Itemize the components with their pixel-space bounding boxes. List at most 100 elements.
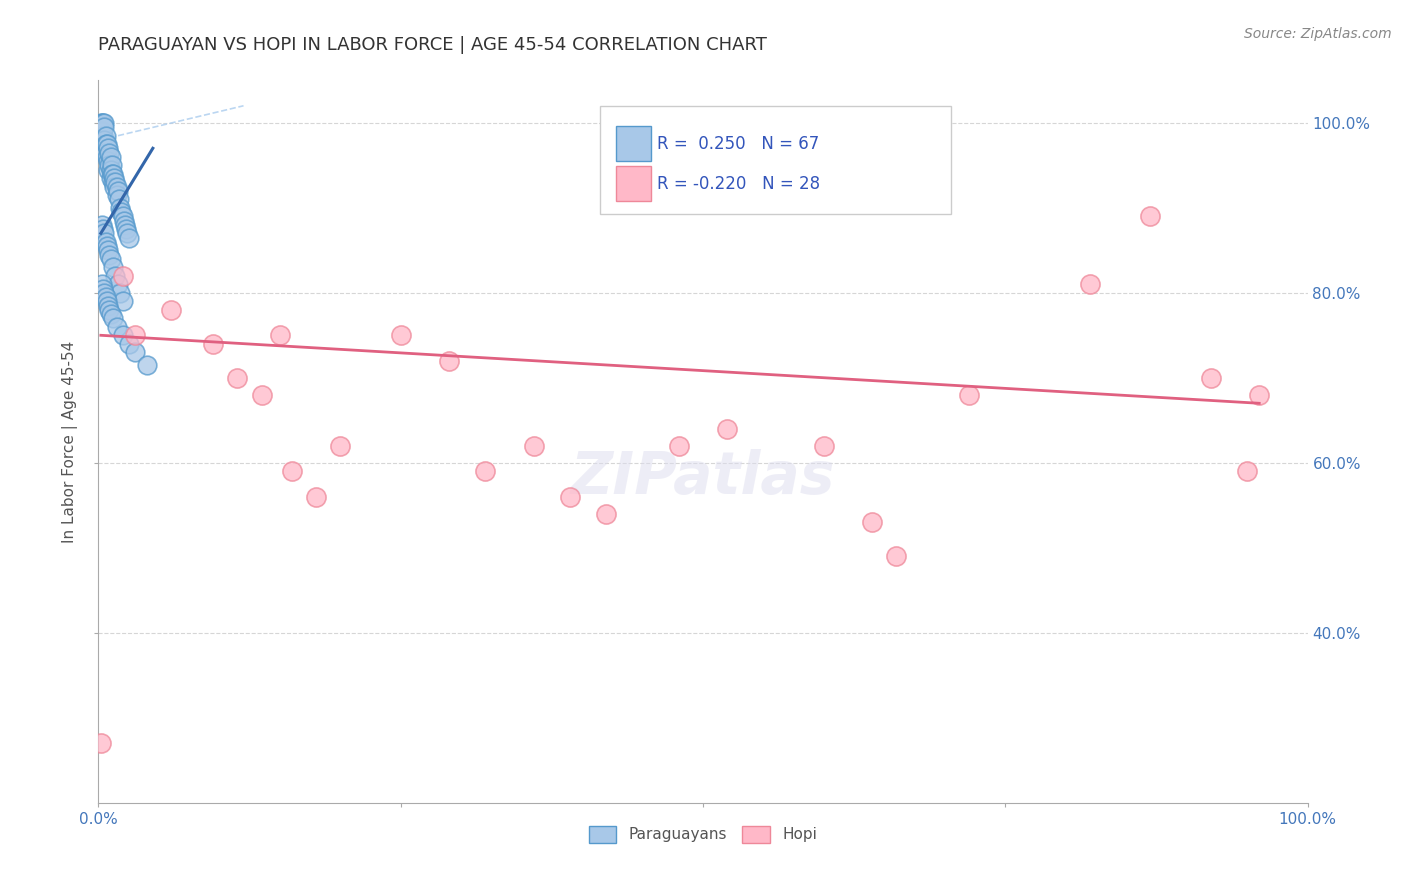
Point [98, 145, 121, 160]
Point [101, 175, 124, 189]
Point [100, 150, 122, 164]
Point [124, 328, 146, 343]
Point [91, 281, 114, 295]
Point [93, 120, 115, 134]
Point [474, 464, 496, 478]
Point [101, 311, 124, 326]
Point [94, 128, 117, 143]
Point [118, 336, 141, 351]
Point [523, 439, 546, 453]
Point [104, 268, 127, 283]
Point [97, 299, 120, 313]
Point [94, 235, 117, 249]
FancyBboxPatch shape [616, 126, 651, 161]
Point [1236, 464, 1258, 478]
Point [114, 218, 136, 232]
Point [96, 239, 118, 253]
Text: ZIPatlas: ZIPatlas [571, 450, 835, 506]
Point [112, 213, 135, 227]
Point [111, 268, 134, 283]
Point [108, 285, 131, 300]
Point [90, 116, 112, 130]
FancyBboxPatch shape [616, 166, 651, 201]
Point [108, 192, 131, 206]
Point [103, 171, 125, 186]
Point [96, 150, 118, 164]
Y-axis label: In Labor Force | Age 45-54: In Labor Force | Age 45-54 [62, 341, 79, 542]
Legend: Paraguayans, Hopi: Paraguayans, Hopi [583, 820, 823, 849]
Point [595, 507, 617, 521]
Point [202, 336, 225, 351]
Point [94, 290, 117, 304]
Point [1139, 209, 1161, 223]
Point [957, 388, 980, 402]
Point [91, 124, 114, 138]
Point [860, 516, 883, 530]
Point [108, 201, 131, 215]
Point [100, 162, 122, 177]
Point [269, 328, 291, 343]
Point [389, 328, 412, 343]
Point [98, 247, 121, 261]
Point [91, 222, 114, 236]
Point [97, 244, 120, 258]
Text: Source: ZipAtlas.com: Source: ZipAtlas.com [1244, 27, 1392, 41]
Point [96, 294, 118, 309]
Point [103, 179, 125, 194]
Point [97, 162, 120, 177]
Point [226, 371, 249, 385]
Text: R =  0.250   N = 67: R = 0.250 N = 67 [657, 135, 820, 153]
Point [94, 136, 117, 151]
Point [1249, 388, 1271, 402]
Point [305, 490, 328, 504]
Point [101, 260, 124, 275]
Point [97, 154, 120, 169]
Point [91, 116, 114, 130]
Point [91, 128, 114, 143]
Point [104, 175, 127, 189]
Point [94, 145, 117, 160]
Point [105, 188, 128, 202]
Point [716, 422, 738, 436]
Point [101, 167, 124, 181]
Point [100, 158, 122, 172]
Point [93, 227, 115, 241]
Point [96, 136, 118, 151]
Point [118, 230, 141, 244]
Point [111, 209, 134, 223]
Point [1199, 371, 1222, 385]
Point [100, 167, 122, 181]
Point [115, 222, 138, 236]
Point [111, 294, 134, 309]
FancyBboxPatch shape [600, 105, 950, 214]
Point [110, 205, 132, 219]
Point [124, 345, 146, 359]
Point [91, 277, 114, 292]
Point [105, 179, 128, 194]
Point [91, 218, 114, 232]
Point [93, 285, 115, 300]
Point [160, 302, 183, 317]
Point [90, 736, 112, 750]
Text: R = -0.220   N = 28: R = -0.220 N = 28 [657, 175, 820, 193]
Point [107, 277, 129, 292]
Point [558, 490, 581, 504]
Point [813, 439, 835, 453]
Point [668, 439, 690, 453]
Point [100, 171, 122, 186]
Point [107, 184, 129, 198]
Point [100, 252, 122, 266]
Text: PARAGUAYAN VS HOPI IN LABOR FORCE | AGE 45-54 CORRELATION CHART: PARAGUAYAN VS HOPI IN LABOR FORCE | AGE … [98, 36, 768, 54]
Point [886, 549, 908, 564]
Point [437, 353, 460, 368]
Point [98, 302, 121, 317]
Point [105, 319, 128, 334]
Point [1078, 277, 1101, 292]
Point [117, 227, 139, 241]
Point [100, 307, 122, 321]
Point [93, 116, 115, 130]
Point [97, 141, 120, 155]
Point [111, 328, 134, 343]
Point [329, 439, 352, 453]
Point [250, 388, 273, 402]
